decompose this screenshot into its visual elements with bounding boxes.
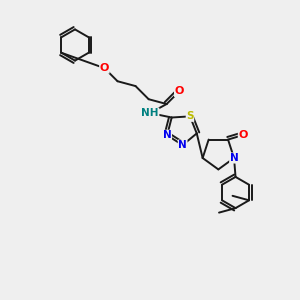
- Text: N: N: [163, 130, 172, 140]
- Text: O: O: [175, 86, 184, 96]
- Text: S: S: [186, 111, 194, 122]
- Text: N: N: [178, 140, 187, 150]
- Text: NH: NH: [141, 108, 159, 118]
- Text: N: N: [230, 153, 239, 163]
- Text: O: O: [100, 63, 109, 73]
- Text: O: O: [238, 130, 248, 140]
